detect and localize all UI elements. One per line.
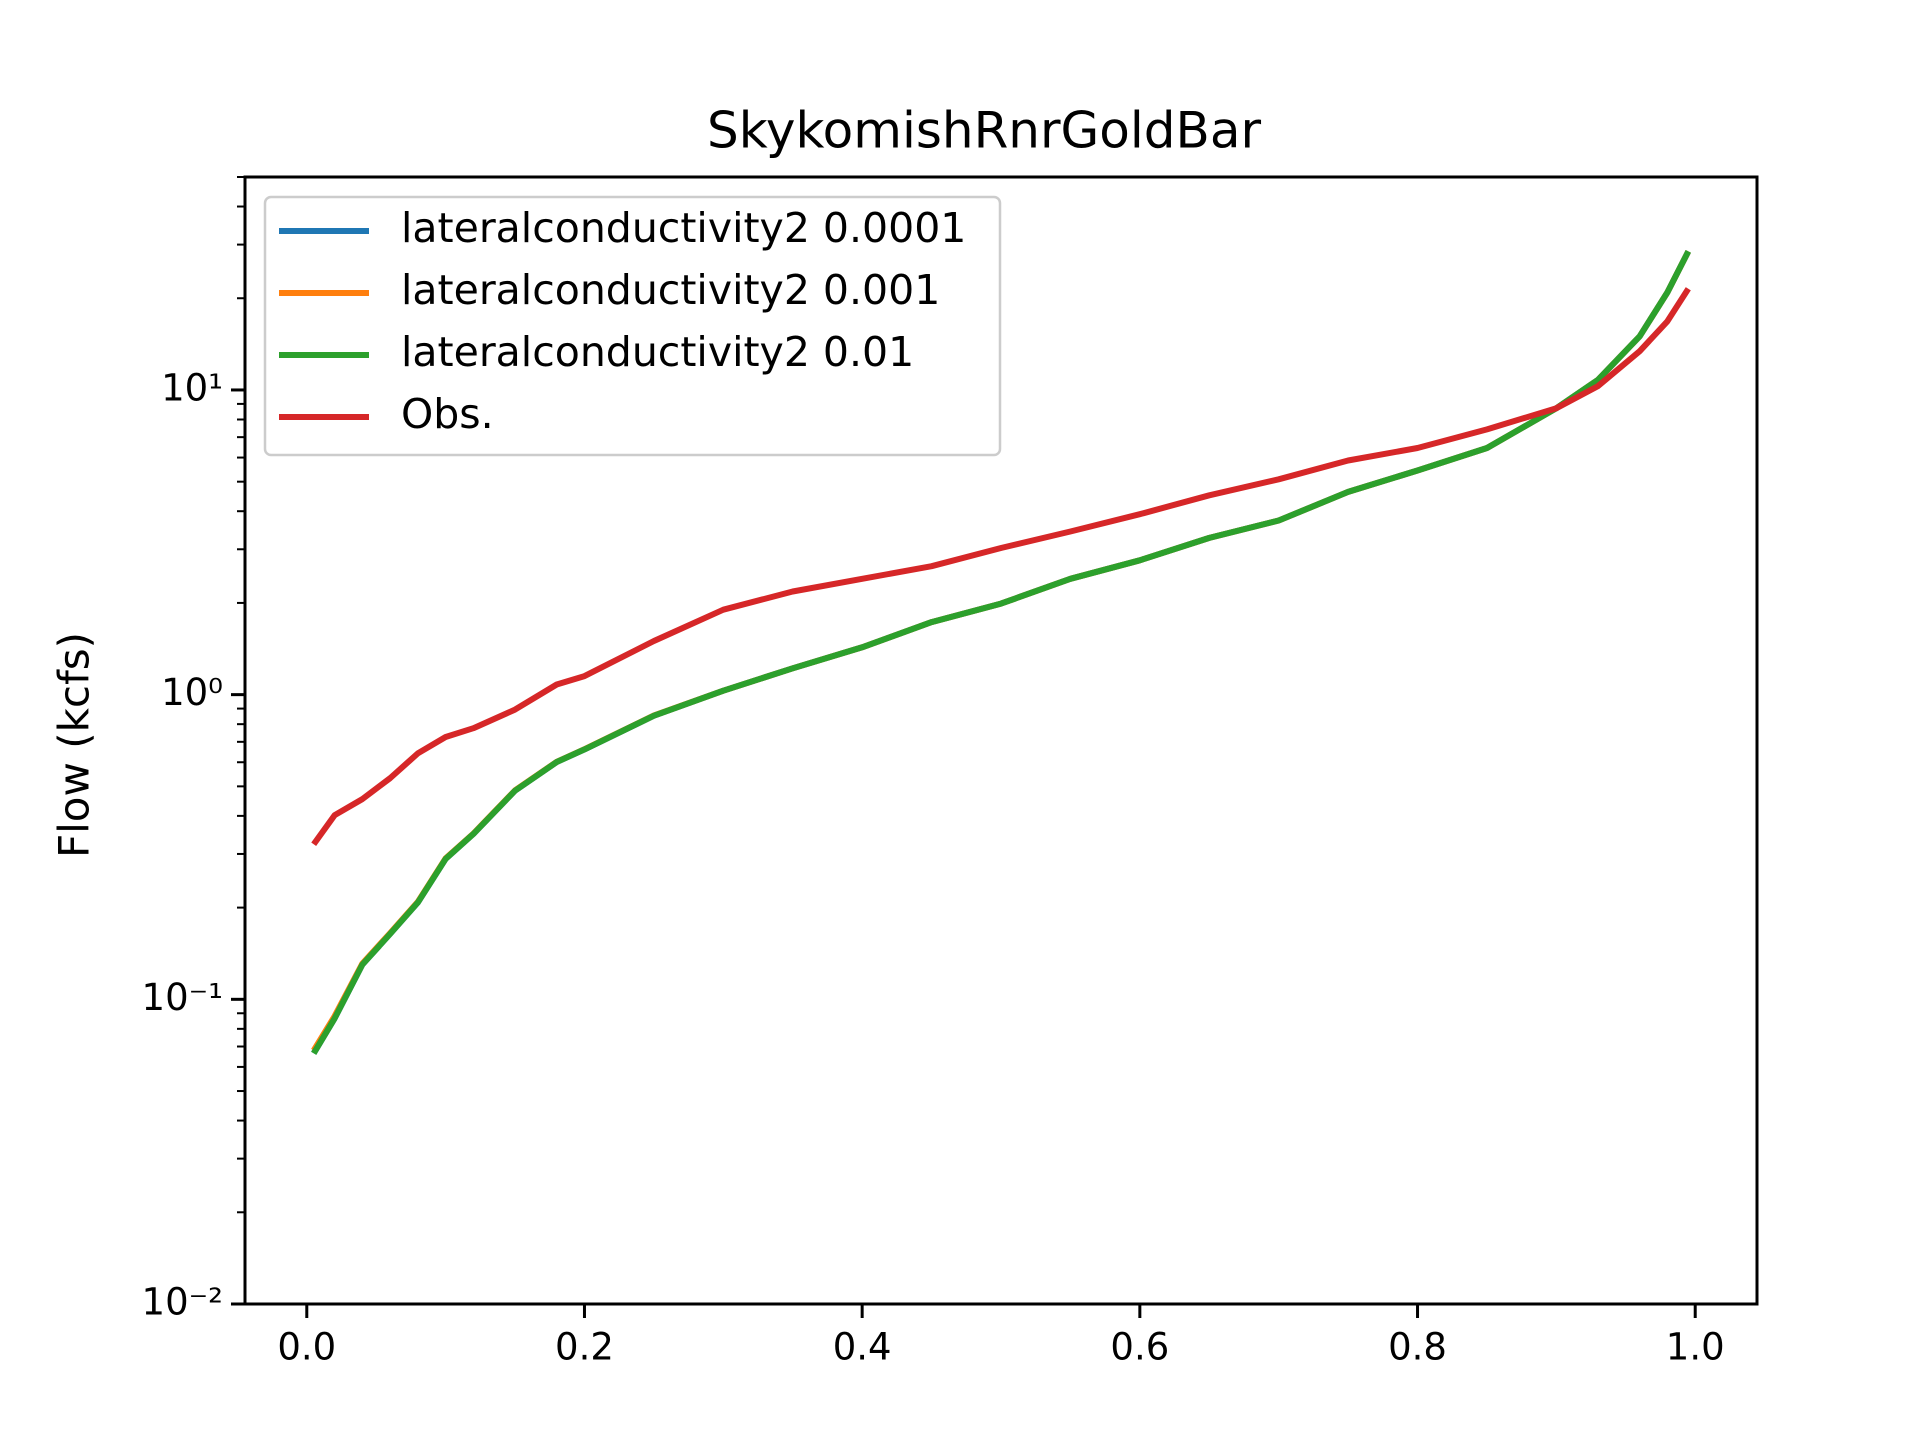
plot-frame <box>243 175 1759 1306</box>
x-tick-label: 0.6 <box>1110 1326 1169 1369</box>
legend-label: lateralconductivity2 0.001 <box>401 266 940 314</box>
legend-label: Obs. <box>401 390 494 438</box>
chart-title: SkykomishRnrGoldBar <box>707 102 1261 160</box>
y-tick-label: 10⁰ <box>161 671 223 714</box>
x-tick-label: 0.0 <box>277 1326 336 1369</box>
legend-box <box>263 195 1002 457</box>
legend-label: lateralconductivity2 0.01 <box>401 328 914 376</box>
y-tick-label: 10⁻¹ <box>142 976 223 1019</box>
x-tick-label: 0.2 <box>555 1326 614 1369</box>
y-axis-label: Flow (kcfs) <box>50 632 99 858</box>
data-line <box>311 287 1691 846</box>
y-tick-label: 10¹ <box>161 366 223 409</box>
x-tick-label: 0.8 <box>1388 1326 1447 1369</box>
legend-label: lateralconductivity2 0.0001 <box>401 204 966 252</box>
x-tick-label: 0.4 <box>833 1326 892 1369</box>
x-tick-label: 1.0 <box>1666 1326 1725 1369</box>
y-tick-label: 10⁻² <box>142 1281 223 1324</box>
data-line <box>311 250 1691 1055</box>
